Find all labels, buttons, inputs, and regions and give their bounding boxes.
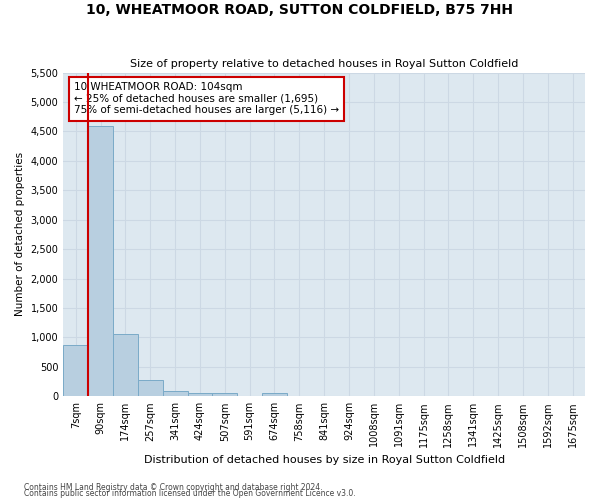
Bar bbox=[113, 334, 138, 396]
Bar bbox=[262, 394, 287, 396]
Bar bbox=[188, 394, 212, 396]
Title: Size of property relative to detached houses in Royal Sutton Coldfield: Size of property relative to detached ho… bbox=[130, 59, 518, 69]
Text: Contains HM Land Registry data © Crown copyright and database right 2024.: Contains HM Land Registry data © Crown c… bbox=[24, 483, 323, 492]
Text: Contains public sector information licensed under the Open Government Licence v3: Contains public sector information licen… bbox=[24, 489, 356, 498]
Text: 10, WHEATMOOR ROAD, SUTTON COLDFIELD, B75 7HH: 10, WHEATMOOR ROAD, SUTTON COLDFIELD, B7… bbox=[86, 2, 514, 16]
Bar bbox=[138, 380, 163, 396]
Y-axis label: Number of detached properties: Number of detached properties bbox=[15, 152, 25, 316]
X-axis label: Distribution of detached houses by size in Royal Sutton Coldfield: Distribution of detached houses by size … bbox=[143, 455, 505, 465]
Bar bbox=[63, 345, 88, 397]
Text: 10 WHEATMOOR ROAD: 104sqm
← 25% of detached houses are smaller (1,695)
75% of se: 10 WHEATMOOR ROAD: 104sqm ← 25% of detac… bbox=[74, 82, 339, 116]
Bar bbox=[88, 126, 113, 396]
Bar bbox=[163, 390, 188, 396]
Bar bbox=[212, 394, 237, 396]
